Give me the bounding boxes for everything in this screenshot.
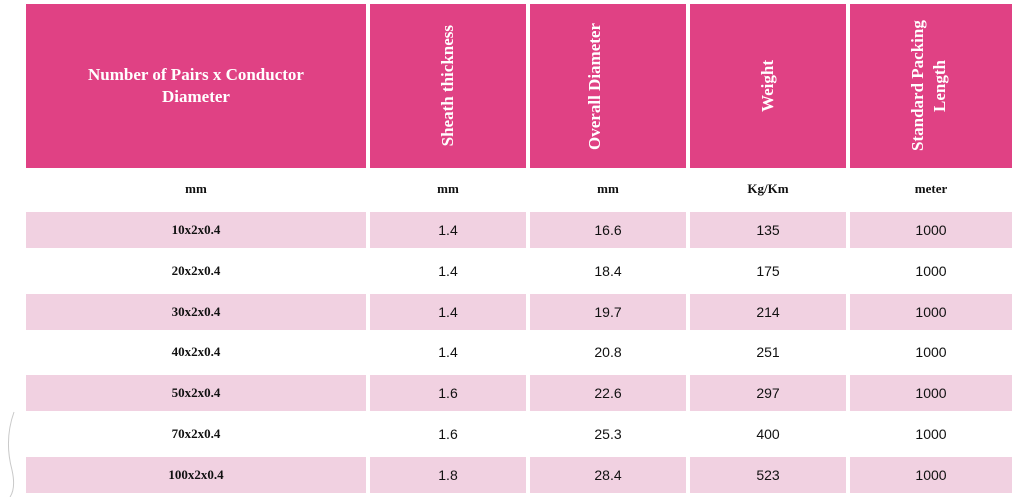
row-stripe [26,457,366,493]
cell-weight: 251 [756,344,780,360]
row-stripe [370,212,526,248]
unit-weight: Kg/Km [747,181,789,196]
row-stripe [26,294,366,330]
header-cell-packing-length: Standard Packing Length [850,4,1012,168]
header-cell-overall-diameter: Overall Diameter [530,4,686,168]
cell-pairs: 70x2x0.4 [171,426,221,441]
header-packing-length-label: Standard Packing Length [908,20,949,152]
row-stripe [530,375,686,411]
cell-weight: 297 [756,385,780,401]
row-stripe [690,294,846,330]
row-stripe [690,375,846,411]
cell-packing-length: 1000 [915,344,947,360]
row-stripe [530,294,686,330]
cell-overall-diameter: 19.7 [594,304,622,320]
row-stripe [690,212,846,248]
cell-packing-length: 1000 [915,304,947,320]
row-stripe [690,457,846,493]
row-stripe [530,457,686,493]
decorative-curve-icon [8,411,15,497]
row-stripe [370,375,526,411]
cell-sheath: 1.6 [438,426,458,442]
cell-pairs: 100x2x0.4 [168,467,224,482]
cell-weight: 400 [756,426,780,442]
header-pairs-label: Number of Pairs x Conductor Diameter [88,65,304,106]
cell-weight: 214 [756,304,780,320]
header-cell-pairs: Number of Pairs x Conductor Diameter [26,4,366,168]
cell-packing-length: 1000 [915,263,947,279]
cell-sheath: 1.8 [438,467,458,483]
cell-pairs: 30x2x0.4 [171,304,221,319]
cell-overall-diameter: 18.4 [594,263,622,279]
cell-overall-diameter: 20.8 [594,344,622,360]
cell-sheath: 1.4 [438,222,458,238]
cell-packing-length: 1000 [915,222,947,238]
row-stripe [26,212,366,248]
cell-sheath: 1.4 [438,344,458,360]
header-weight-label: Weight [758,60,777,112]
row-stripe [850,294,1012,330]
row-stripe [850,212,1012,248]
cell-pairs: 20x2x0.4 [171,263,221,278]
cell-weight: 135 [756,222,780,238]
cell-weight: 523 [756,467,780,483]
header-cell-sheath: Sheath thickness [370,4,526,168]
cell-packing-length: 1000 [915,467,947,483]
cell-sheath: 1.4 [438,263,458,279]
row-stripe [370,457,526,493]
cell-packing-length: 1000 [915,426,947,442]
cell-weight: 175 [756,263,780,279]
row-stripe [850,457,1012,493]
cell-sheath: 1.4 [438,304,458,320]
header-sheath-label: Sheath thickness [438,25,457,147]
row-stripe [26,375,366,411]
cell-pairs: 10x2x0.4 [171,222,221,237]
unit-pairs: mm [185,181,207,196]
cell-sheath: 1.6 [438,385,458,401]
cell-overall-diameter: 28.4 [594,467,622,483]
cell-overall-diameter: 25.3 [594,426,622,442]
unit-overall-diameter: mm [597,181,619,196]
cell-overall-diameter: 16.6 [594,222,622,238]
row-stripe [850,375,1012,411]
header-overall-diameter-label: Overall Diameter [585,22,604,150]
cell-pairs: 40x2x0.4 [171,344,221,359]
cell-overall-diameter: 22.6 [594,385,622,401]
unit-packing-length: meter [914,181,948,196]
row-stripe [530,212,686,248]
cell-pairs: 50x2x0.4 [171,385,221,400]
cell-packing-length: 1000 [915,385,947,401]
unit-sheath: mm [437,181,459,196]
header-cell-weight: Weight [690,4,846,168]
row-stripe [370,294,526,330]
